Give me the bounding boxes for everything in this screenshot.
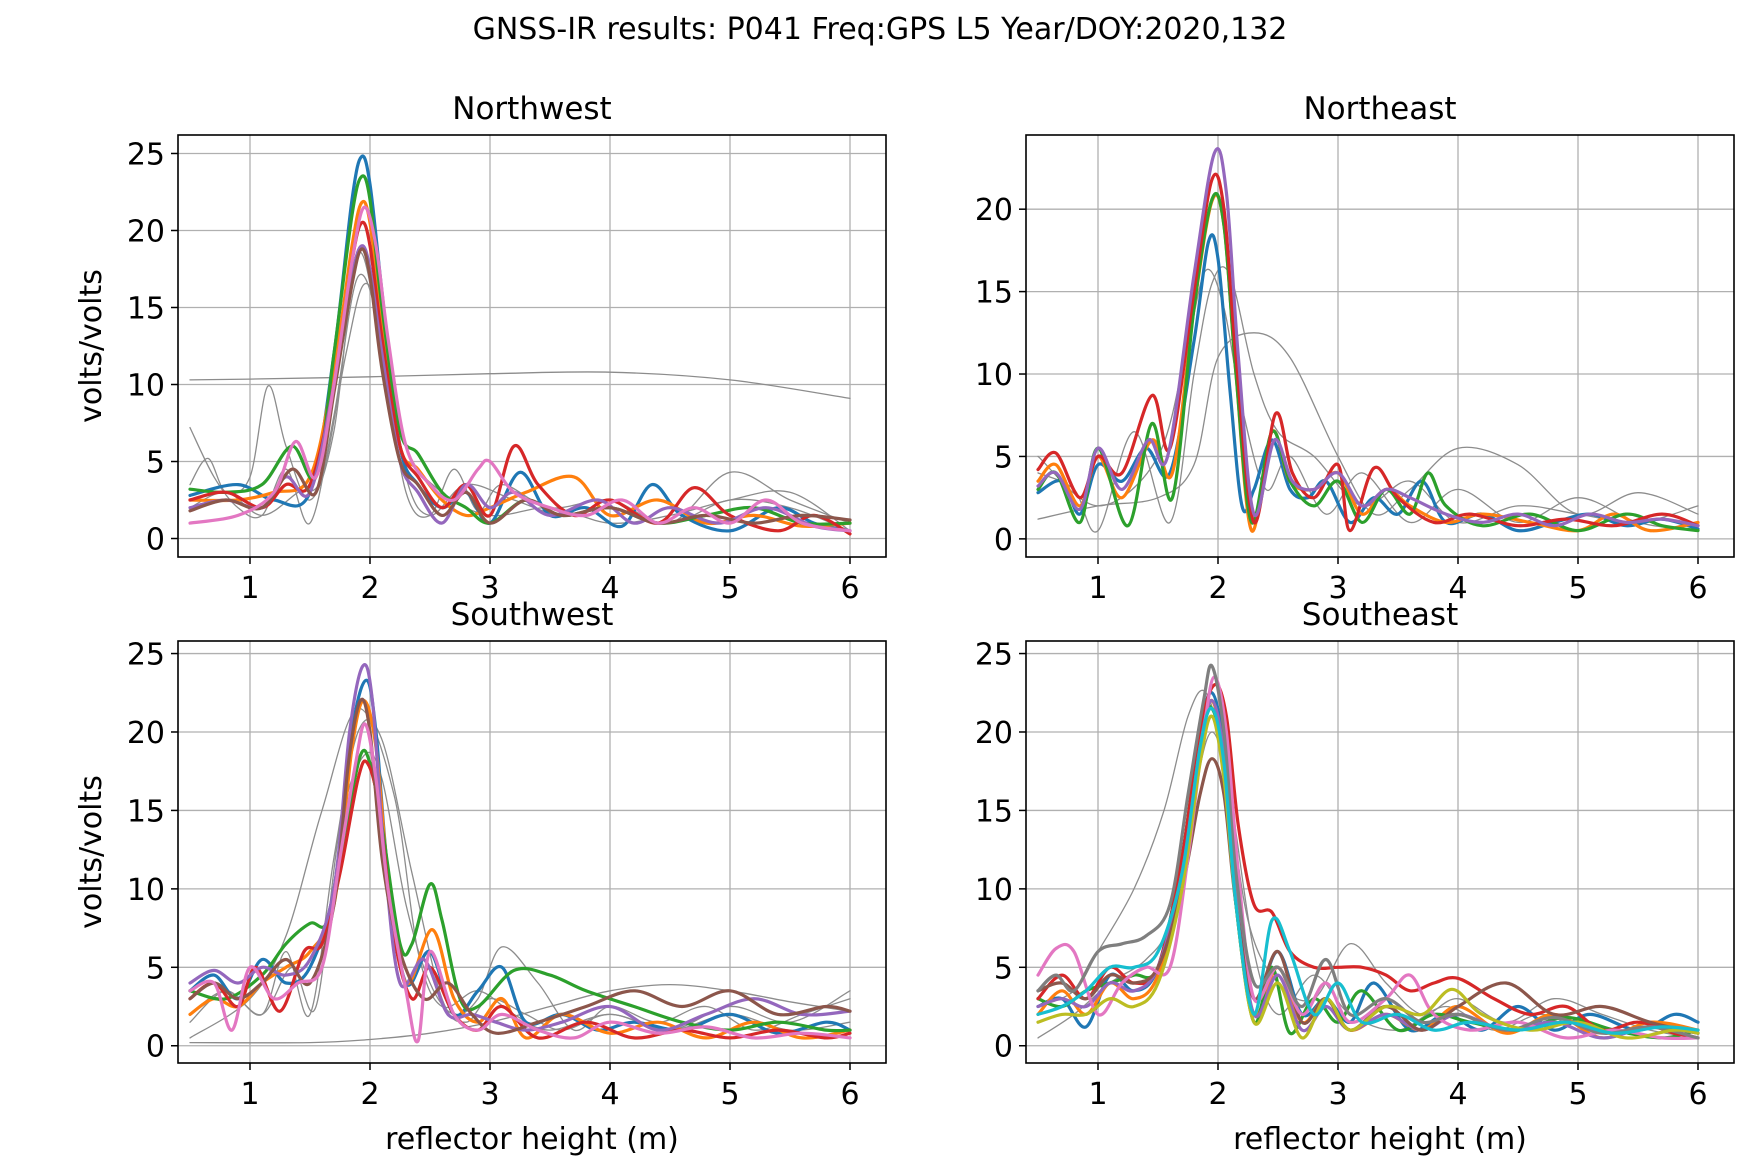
panel-title: Southwest: [451, 597, 614, 633]
panel-southeast: 1 2 3 4 5 6 0 5 10 15 20 25 Southeast reflector heigh…: [975, 597, 1735, 1157]
series-line: [188, 722, 852, 1044]
x-tick-label: 5: [1568, 571, 1587, 606]
series-group: [1036, 663, 1700, 1041]
grid: [1026, 135, 1734, 557]
series-line-gray: [1037, 332, 1699, 520]
panel-southwest: 1 2 3 4 5 6 0 5 10 15 20 25 Southwest volts/volts refl…: [74, 597, 887, 1157]
series-line: [188, 748, 852, 1033]
x-tick-label: 3: [1328, 1077, 1347, 1112]
panel-northwest: 1 2 3 4 5 6 0 5 10 15 20 25 Northwest volts/volts: [74, 91, 887, 606]
x-axis-label: reflector height (m): [1233, 1122, 1527, 1157]
x-tick-label: 6: [1688, 571, 1707, 606]
x-tick-label: 6: [1688, 1077, 1707, 1112]
y-tick-label: 10: [127, 873, 165, 908]
y-tick-label: 5: [994, 440, 1013, 475]
series-line: [188, 205, 852, 533]
x-tick-label: 3: [480, 571, 499, 606]
series-group: [188, 663, 852, 1044]
x-tick-label: 5: [720, 571, 739, 606]
y-tick-label: 10: [975, 873, 1013, 908]
series-line-gray: [189, 371, 851, 400]
panel-title: Northwest: [452, 91, 611, 127]
series-line: [1036, 191, 1700, 533]
series-line: [1036, 147, 1700, 528]
y-tick-label: 5: [146, 446, 165, 481]
y-tick-label: 15: [127, 291, 165, 326]
y-tick-label: 0: [146, 523, 165, 558]
series-line: [188, 663, 852, 1032]
x-tick-label: 2: [1208, 1077, 1227, 1112]
x-tick-label: 2: [1208, 571, 1227, 606]
y-tick-label: 10: [975, 358, 1013, 393]
x-tick-label: 1: [240, 1077, 259, 1112]
axes-frame: [1025, 640, 1735, 1064]
panel-title: Northeast: [1303, 91, 1456, 127]
figure-suptitle: GNSS-IR results: P041 Freq:GPS L5 Year/D…: [473, 12, 1288, 47]
x-tick-label: 6: [840, 571, 859, 606]
panel-northeast: 1 2 3 4 5 6 0 5 10 15 20 Northeast: [975, 91, 1735, 606]
axes-frame: [1025, 134, 1735, 558]
y-tick-label: 5: [994, 951, 1013, 986]
x-tick-label: 2: [360, 571, 379, 606]
x-tick-label: 1: [240, 571, 259, 606]
y-tick-label: 25: [975, 638, 1013, 673]
x-axis-label: reflector height (m): [385, 1122, 679, 1157]
x-tick-label: 4: [1448, 571, 1467, 606]
series-group: [1036, 147, 1700, 533]
x-tick-label: 4: [600, 571, 619, 606]
y-tick-label: 15: [975, 276, 1013, 311]
panel-title: Southeast: [1302, 597, 1458, 633]
series-group: [188, 154, 852, 536]
x-tick-label: 4: [600, 1077, 619, 1112]
y-tick-label: 20: [127, 214, 165, 249]
y-tick-label: 10: [127, 369, 165, 404]
x-tick-label: 5: [720, 1077, 739, 1112]
series-line-gray: [189, 707, 851, 1039]
x-tick-label: 1: [1088, 571, 1107, 606]
y-tick-label: 20: [975, 193, 1013, 228]
series-line: [1036, 706, 1700, 1035]
x-tick-label: 1: [1088, 1077, 1107, 1112]
y-tick-label: 20: [127, 716, 165, 751]
y-tick-label: 15: [975, 794, 1013, 829]
x-tick-label: 5: [1568, 1077, 1587, 1112]
series-line-gray: [189, 983, 851, 1044]
y-tick-label: 25: [127, 137, 165, 172]
series-line-gray: [1037, 266, 1699, 533]
y-tick-label: 0: [994, 523, 1013, 558]
y-axis-label: volts/volts: [74, 269, 109, 423]
y-tick-label: 25: [127, 638, 165, 673]
x-tick-label: 6: [840, 1077, 859, 1112]
grid: [178, 641, 886, 1063]
y-tick-label: 15: [127, 794, 165, 829]
y-tick-label: 20: [975, 716, 1013, 751]
y-tick-label: 0: [146, 1030, 165, 1065]
x-tick-label: 2: [360, 1077, 379, 1112]
y-tick-label: 0: [994, 1030, 1013, 1065]
axes-frame: [177, 640, 887, 1064]
series-line: [1036, 714, 1700, 1040]
axes-frame: [177, 134, 887, 558]
grid: [178, 135, 886, 557]
x-tick-label: 3: [1328, 571, 1347, 606]
x-tick-label: 3: [480, 1077, 499, 1112]
y-axis-label: volts/volts: [74, 775, 109, 929]
x-tick-label: 4: [1448, 1077, 1467, 1112]
y-tick-label: 5: [146, 951, 165, 986]
